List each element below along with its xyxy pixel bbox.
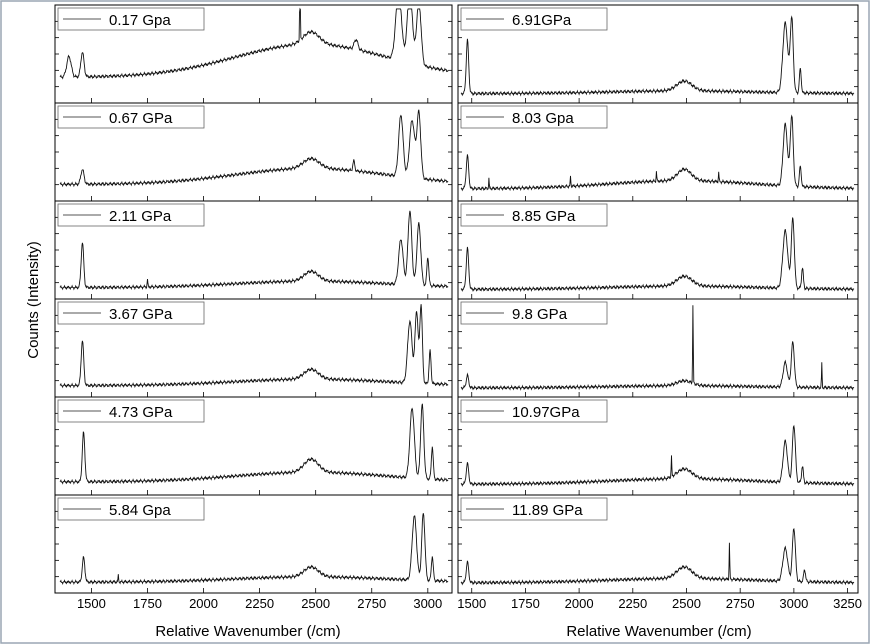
legend-box: [57, 399, 205, 423]
x-tick-label: 2250: [618, 596, 647, 611]
spectrum-line: [460, 424, 855, 487]
x-tick-label: 2500: [301, 596, 330, 611]
spectrum-line: [460, 15, 855, 97]
legend-label: 5.84 Gpa: [109, 502, 171, 519]
legend-label: 8.85 GPa: [512, 208, 576, 225]
legend-label: 2.11 GPa: [109, 208, 172, 225]
spectrum-line: [59, 210, 449, 291]
y-axis-label: Counts (Intensity): [25, 241, 42, 359]
spectrum-line: [59, 513, 449, 586]
spectrum-line: [59, 403, 449, 485]
x-tick-label: 3250: [833, 596, 862, 611]
spectrum-line: [59, 109, 449, 188]
x-axis-label-right: Relative Wavenumber (/cm): [566, 623, 751, 640]
x-tick-label: 2750: [357, 596, 386, 611]
legend-box: [57, 301, 205, 325]
legend-label: 8.03 Gpa: [512, 110, 574, 127]
spectrum-line: [460, 527, 855, 586]
x-tick-label: 2000: [565, 596, 594, 611]
spectrum-line: [59, 304, 449, 389]
legend-label: 0.17 Gpa: [109, 12, 171, 29]
legend-label: 4.73 GPa: [109, 404, 173, 421]
x-tick-label: 1750: [133, 596, 162, 611]
legend-label: 11.89 GPa: [512, 502, 583, 519]
legend-box: [460, 203, 608, 227]
legend-label: 3.67 GPa: [109, 306, 173, 323]
spectrum-line: [59, 7, 449, 80]
x-tick-label: 3000: [779, 596, 808, 611]
legend-box: [57, 203, 205, 227]
legend-box: [460, 7, 608, 31]
legend-box: [460, 497, 608, 521]
legend-box: [460, 105, 608, 129]
x-tick-label: 2250: [245, 596, 274, 611]
legend-label: 6.91GPa: [512, 12, 572, 29]
legend-box: [460, 301, 608, 325]
legend-box: [460, 399, 608, 423]
x-tick-label: 1500: [457, 596, 486, 611]
x-tick-label: 1500: [77, 596, 106, 611]
x-tick-label: 2500: [672, 596, 701, 611]
spectrum-line: [460, 217, 855, 293]
x-tick-label: 3000: [413, 596, 442, 611]
legend-label: 9.8 GPa: [512, 306, 568, 323]
legend-label: 0.67 GPa: [109, 110, 173, 127]
legend-box: [57, 105, 205, 129]
panel-grid: 0.17 Gpa 0.67 GPa 2.11 GPa 3.67 GPa 4.73 GPa…: [54, 4, 862, 611]
spectrum-line: [460, 114, 855, 192]
x-tick-label: 2000: [189, 596, 218, 611]
x-tick-label: 1750: [511, 596, 540, 611]
x-axis-label-left: Relative Wavenumber (/cm): [155, 623, 340, 640]
spectrum-line: [460, 305, 855, 391]
legend-box: [57, 7, 205, 31]
legend-box: [57, 497, 205, 521]
legend-label: 10.97GPa: [512, 404, 580, 421]
x-tick-label: 2750: [726, 596, 755, 611]
